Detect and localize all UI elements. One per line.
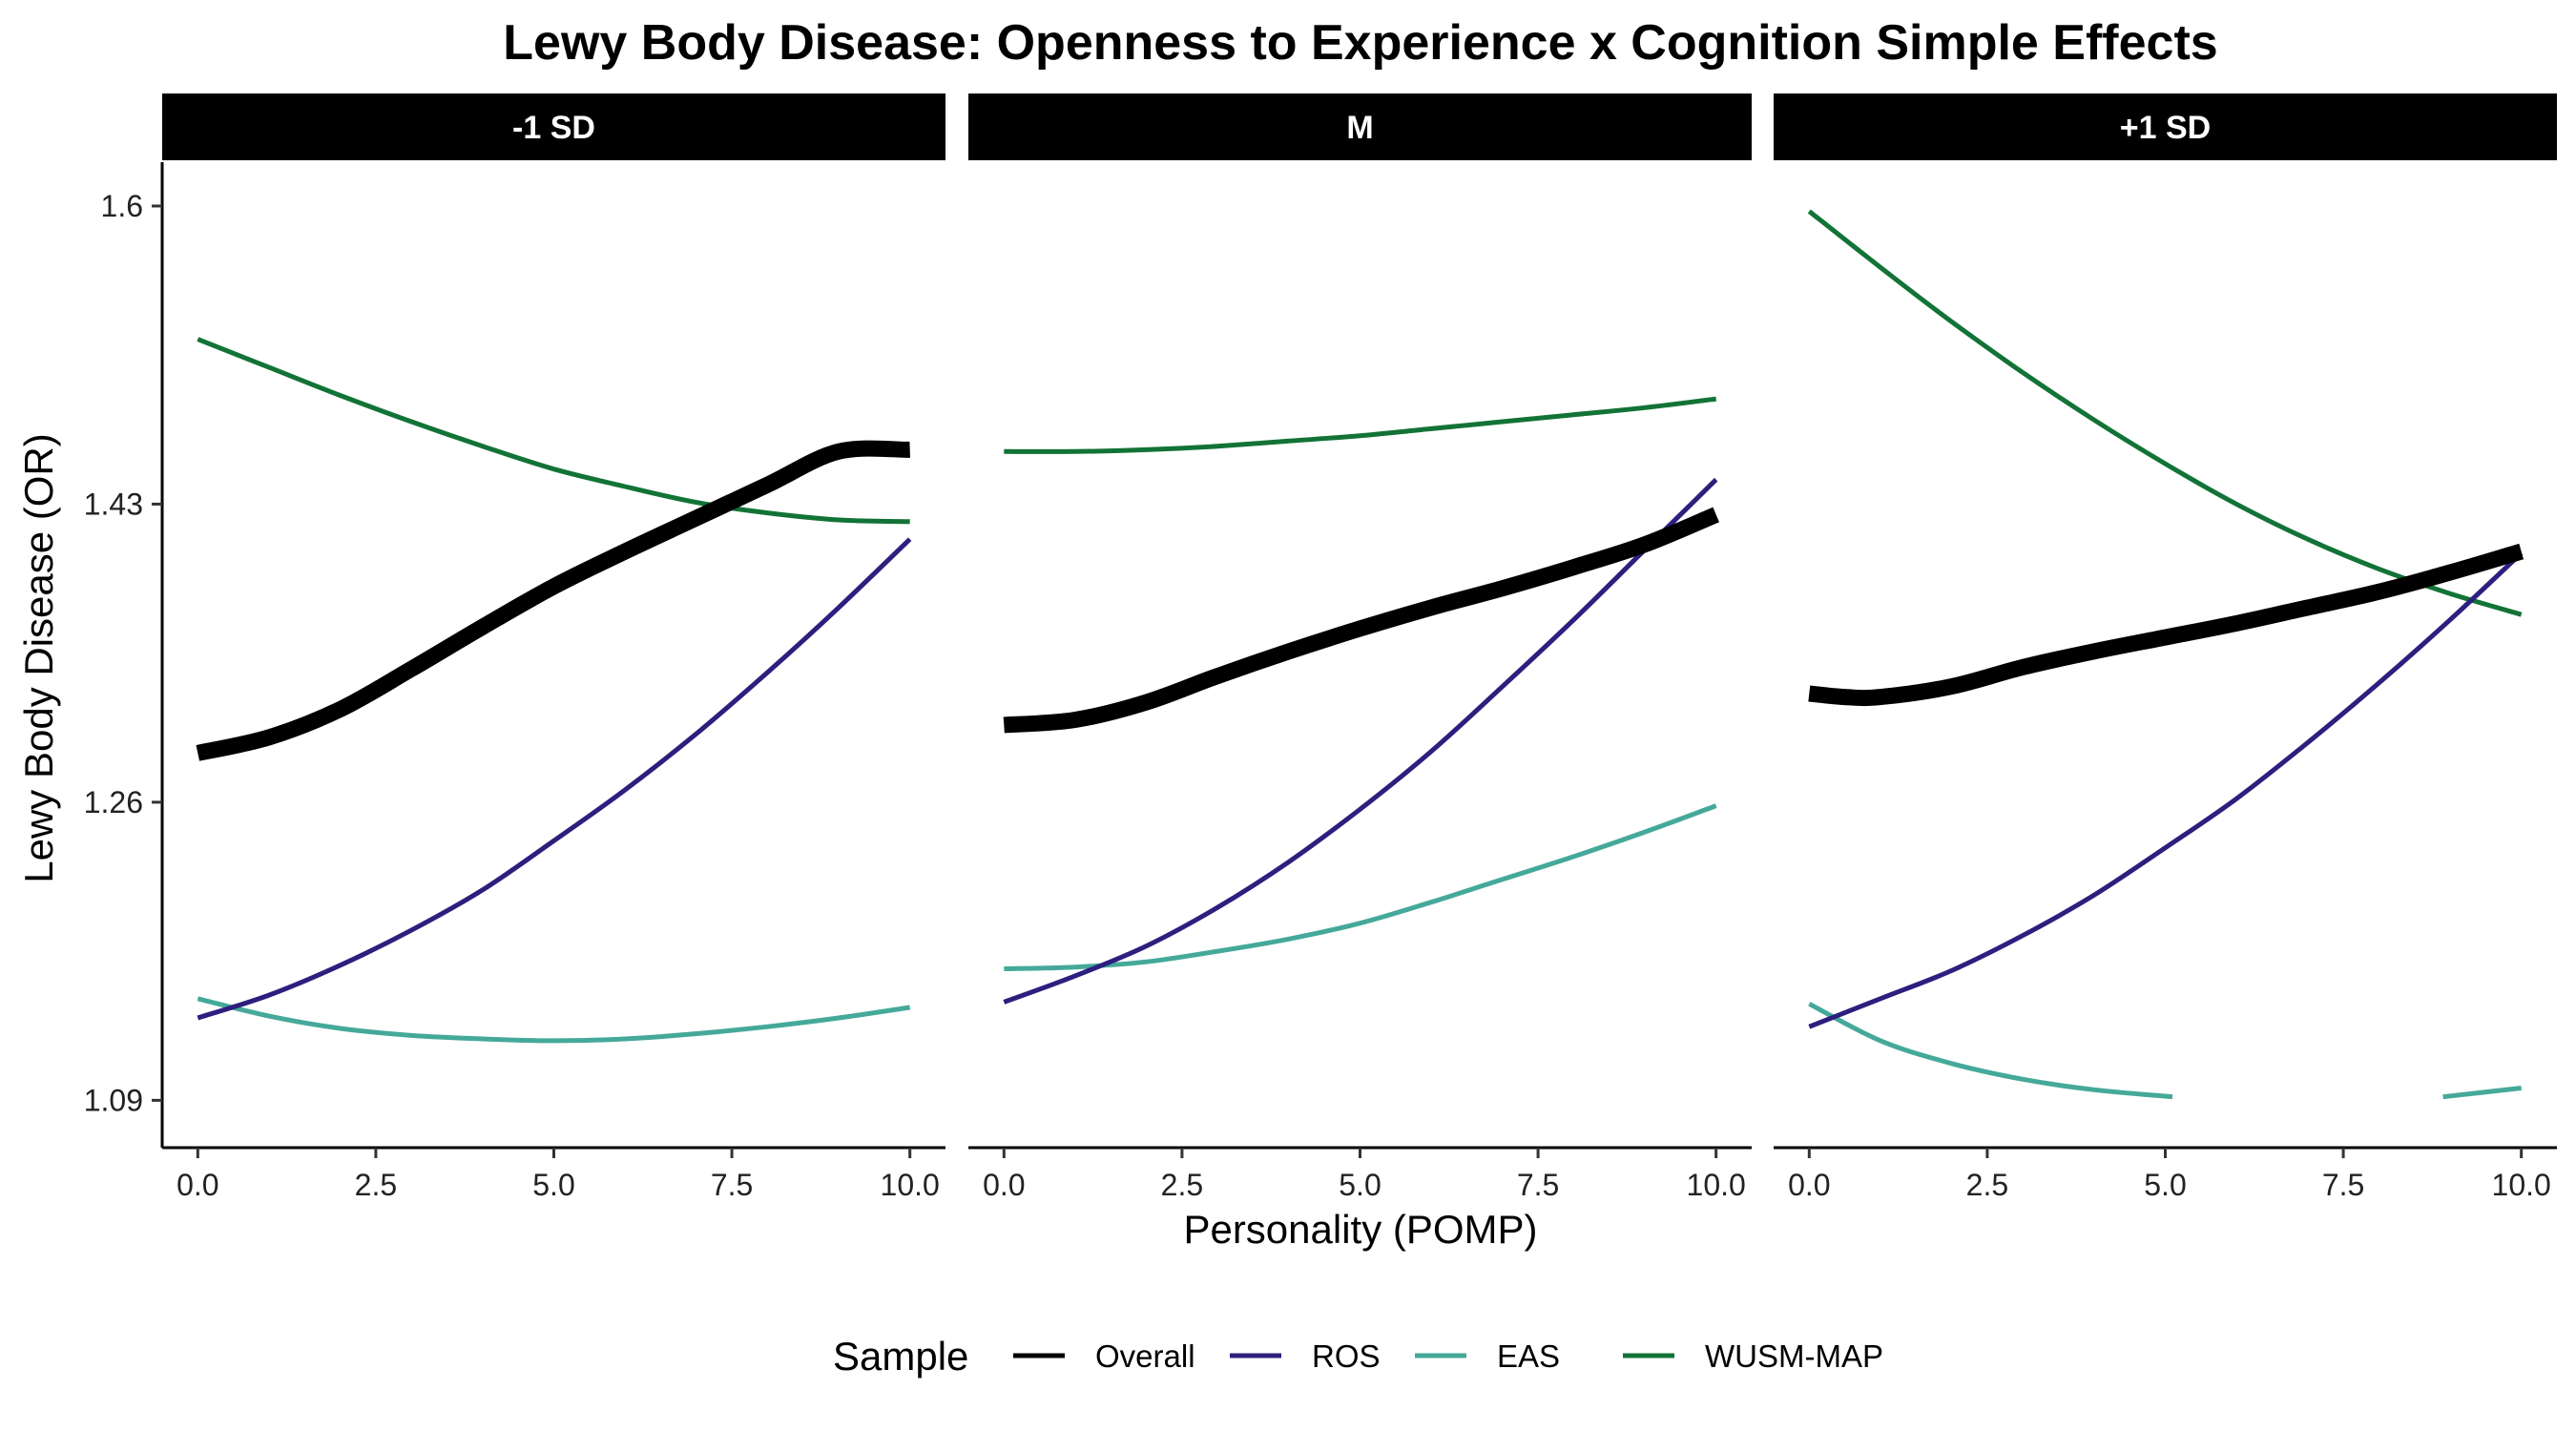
x-tick-label: 10.0 <box>881 1168 940 1202</box>
x-tick-label: 5.0 <box>2144 1168 2186 1202</box>
x-tick-label: 2.5 <box>355 1168 397 1202</box>
series-line-overall <box>1808 543 2524 707</box>
series-line-ros <box>197 537 912 1021</box>
x-tick-label: 10.0 <box>1687 1168 1746 1202</box>
chart-title: Lewy Body Disease: Openness to Experienc… <box>503 15 2217 71</box>
legend-label-ros: ROS <box>1312 1338 1381 1374</box>
series-line-wusm-map <box>197 337 910 525</box>
x-tick-label: 0.0 <box>177 1168 218 1202</box>
x-tick-label: 5.0 <box>1339 1168 1381 1202</box>
legend-label-eas: EAS <box>1497 1338 1560 1374</box>
legend: Sample Overall ROS EAS WUSM-MAP <box>833 1334 1883 1379</box>
x-tick-label: 0.0 <box>1788 1168 1830 1202</box>
y-tick-label: 1.6 <box>101 189 143 223</box>
legend-label-overall: Overall <box>1095 1338 1195 1374</box>
x-tick-label: 5.0 <box>532 1168 574 1202</box>
x-tick-label: 10.0 <box>2492 1168 2551 1202</box>
x-tick-label: 2.5 <box>1966 1168 2008 1202</box>
panel-series <box>196 337 912 1044</box>
panel-strip <box>162 93 945 160</box>
series-line-ros <box>1808 551 2524 1029</box>
legend-item-wusm-map: WUSM-MAP <box>1623 1338 1883 1374</box>
panel-strip-label: M <box>1346 110 1373 146</box>
x-tick-label: 7.5 <box>2322 1168 2364 1202</box>
panel-strip-label: -1 SD <box>512 110 595 146</box>
series-line-overall <box>196 440 910 761</box>
x-axis-title: Personality (POMP) <box>1183 1207 1537 1252</box>
series-line-wusm-map <box>1004 396 1717 454</box>
panel-strip-label: +1 SD <box>2120 110 2211 146</box>
x-tick-label: 0.0 <box>983 1168 1025 1202</box>
legend-item-overall: Overall <box>1013 1338 1195 1374</box>
panel-1-sd: -1 SD 0.0 2.5 5.0 7.5 10.0 1.09 1.26 1.43 1.6 <box>84 93 945 1202</box>
x-tick-label: 7.5 <box>1517 1168 1559 1202</box>
series-line-eas <box>2442 1086 2522 1100</box>
y-tick-label: 1.26 <box>84 785 143 819</box>
legend-item-ros: ROS <box>1230 1338 1381 1374</box>
series-line-wusm-map <box>1807 209 2523 617</box>
series-line-overall <box>1003 507 1719 734</box>
panel-m: M 0.0 2.5 5.0 7.5 10.0 <box>968 93 1752 1202</box>
series-line-eas <box>1004 803 1717 971</box>
panel-series <box>1807 209 2524 1100</box>
panels: -1 SD 0.0 2.5 5.0 7.5 10.0 1.09 1.26 1.43 1.6 M 0.0… <box>84 93 2557 1202</box>
x-tick-label: 2.5 <box>1161 1168 1203 1202</box>
legend-item-eas: EAS <box>1415 1338 1560 1374</box>
y-axis-title: Lewy Body Disease (OR) <box>16 433 61 883</box>
panel-series <box>1003 396 1719 1005</box>
panel-strip <box>1774 93 2557 160</box>
panel-strip <box>968 93 1752 160</box>
series-line-eas <box>197 996 911 1044</box>
series-line-eas <box>1808 1002 2173 1100</box>
legend-label-wusm-map: WUSM-MAP <box>1705 1338 1883 1374</box>
series-line-ros <box>1003 477 1718 1005</box>
y-tick-label: 1.43 <box>84 487 143 521</box>
x-tick-label: 7.5 <box>711 1168 753 1202</box>
legend-title: Sample <box>833 1334 968 1379</box>
panel-1-sd: +1 SD 0.0 2.5 5.0 7.5 10.0 <box>1774 93 2557 1202</box>
y-tick-label: 1.09 <box>84 1083 143 1117</box>
